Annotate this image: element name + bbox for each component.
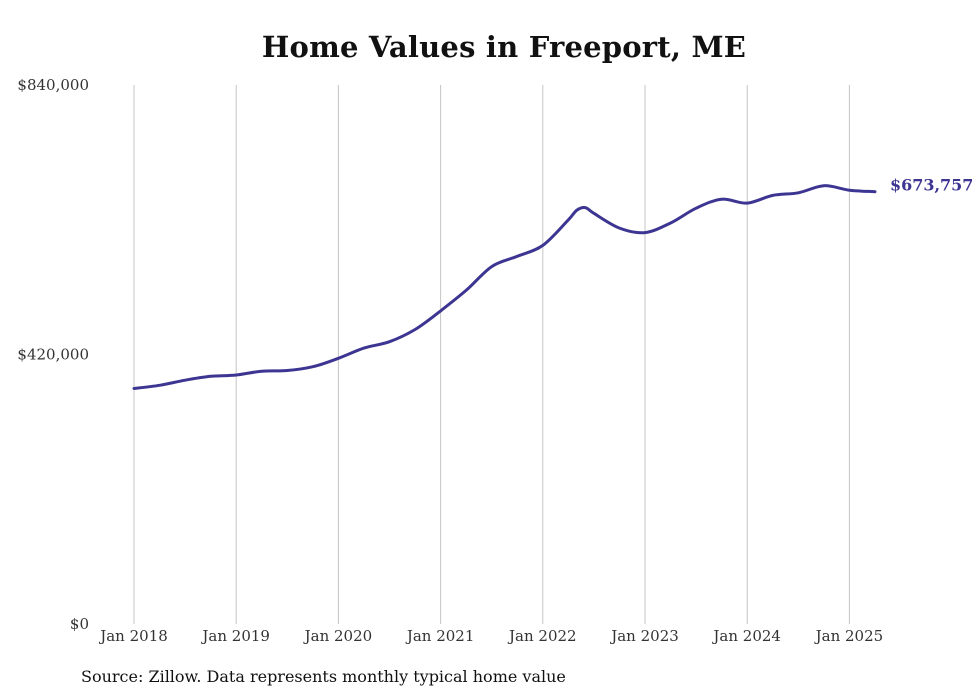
last-value-label: $673,757 xyxy=(890,176,974,195)
series-line xyxy=(132,184,877,390)
gridlines xyxy=(133,85,850,624)
x-tick-label: Jan 2019 xyxy=(200,627,270,645)
y-axis-ticks: $0 $420,000 $840,000 xyxy=(17,76,89,633)
x-tick-label: Jan 2023 xyxy=(609,627,679,645)
x-tick-label: Jan 2024 xyxy=(711,627,781,645)
x-axis-ticks: Jan 2018 Jan 2019 Jan 2020 Jan 2021 Jan 2022… xyxy=(98,627,883,645)
y-tick-label: $0 xyxy=(70,615,89,633)
source-note: Source: Zillow. Data represents monthly … xyxy=(81,667,566,686)
x-tick-label: Jan 2020 xyxy=(303,627,373,645)
chart-title: Home Values in Freeport, ME xyxy=(261,30,747,64)
x-tick-label: Jan 2025 xyxy=(814,627,884,645)
x-tick-label: Jan 2021 xyxy=(405,627,475,645)
x-tick-label: Jan 2018 xyxy=(98,627,168,645)
y-tick-label: $840,000 xyxy=(17,76,89,94)
y-tick-label: $420,000 xyxy=(17,346,89,364)
series-layer xyxy=(132,184,877,390)
x-tick-label: Jan 2022 xyxy=(507,627,577,645)
